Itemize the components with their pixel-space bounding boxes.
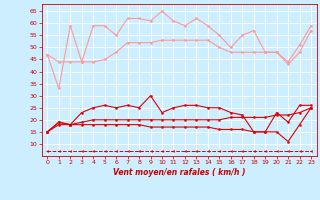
X-axis label: Vent moyen/en rafales ( km/h ): Vent moyen/en rafales ( km/h ): [113, 168, 245, 177]
